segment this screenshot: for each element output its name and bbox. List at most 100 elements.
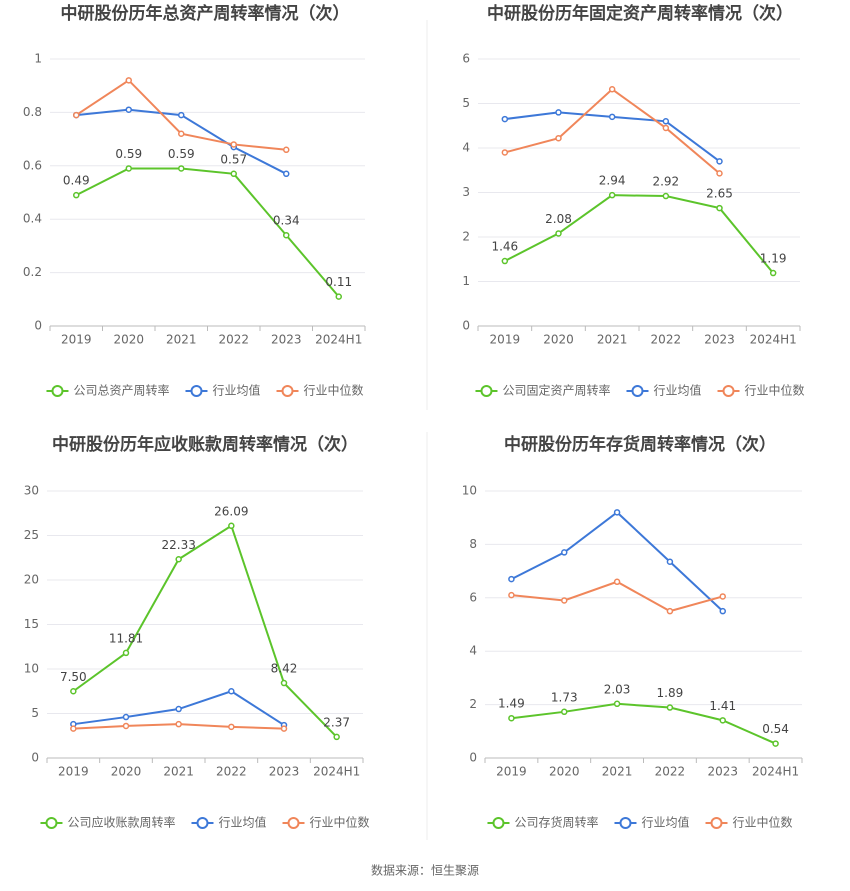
data-point — [613, 578, 621, 586]
chart-title: 中研股份历年存货周转率情况（次） — [504, 434, 776, 455]
data-label: 8.42 — [271, 662, 298, 676]
data-point — [70, 725, 77, 732]
y-tick-label: 0.8 — [23, 105, 42, 119]
y-tick-label: 4 — [469, 644, 477, 658]
x-tick-label: 2019 — [496, 765, 527, 779]
chart-title: 中研股份历年固定资产周转率情况（次） — [487, 3, 793, 24]
data-point — [555, 230, 562, 237]
data-point — [608, 191, 616, 199]
data-point — [178, 111, 185, 119]
data-point — [228, 688, 235, 695]
data-point — [666, 704, 674, 711]
legend-label: 公司总资产周转率 — [73, 383, 169, 398]
data-point — [175, 720, 182, 728]
y-tick-label: 0.6 — [23, 158, 42, 172]
x-tick-label: 2024H1 — [750, 333, 797, 347]
data-point — [335, 293, 342, 300]
x-tick-label: 2022 — [218, 333, 249, 347]
data-point — [508, 714, 515, 722]
data-label: 2.65 — [706, 187, 733, 201]
chart-title: 中研股份历年应收账款周转率情况（次） — [52, 434, 358, 455]
x-tick-label: 2022 — [651, 333, 682, 347]
data-point — [508, 591, 515, 599]
x-tick-label: 2022 — [216, 765, 247, 779]
data-point — [283, 231, 290, 239]
data-label: 0.59 — [168, 147, 195, 161]
data-point — [769, 269, 777, 277]
data-point — [608, 86, 616, 93]
series-line — [72, 524, 338, 738]
data-label: 0.57 — [220, 152, 247, 166]
x-tick-label: 2021 — [166, 333, 197, 347]
y-tick-label: 2 — [469, 697, 477, 711]
data-label: 0.59 — [115, 147, 142, 161]
data-point — [719, 593, 726, 600]
legend-label: 行业中位数 — [733, 815, 793, 830]
data-point — [280, 725, 288, 732]
data-point — [555, 109, 562, 116]
y-tick-label: 0 — [462, 319, 470, 333]
x-tick-label: 2023 — [704, 333, 735, 347]
x-tick-label: 2019 — [490, 333, 521, 347]
data-point — [613, 700, 621, 708]
data-point — [175, 705, 182, 713]
legend: 公司总资产周转率 行业均值 行业中位数 — [46, 383, 364, 398]
data-point — [508, 575, 515, 583]
x-tick-label: 2021 — [602, 765, 633, 779]
legend-icon — [710, 817, 723, 829]
data-point — [73, 111, 80, 119]
legend-icon — [619, 817, 632, 829]
x-tick-label: 2020 — [549, 765, 580, 779]
data-label: 2.08 — [545, 212, 572, 226]
x-tick-label: 2023 — [271, 333, 302, 347]
data-point — [125, 165, 132, 172]
y-tick-label: 30 — [24, 484, 39, 498]
y-tick-label: 15 — [24, 617, 39, 631]
data-point — [716, 170, 723, 177]
data-label: 2.03 — [604, 682, 631, 696]
data-point — [561, 708, 568, 716]
data-point — [122, 713, 130, 721]
data-point — [230, 170, 237, 178]
data-point — [122, 722, 130, 730]
y-tick-label: 10 — [462, 484, 477, 498]
y-tick-label: 6 — [469, 590, 477, 604]
data-point — [122, 649, 130, 657]
legend-icon — [196, 817, 209, 829]
legend: 公司固定资产周转率 行业均值 行业中位数 — [475, 383, 805, 398]
data-label: 0.11 — [325, 275, 352, 289]
legend: 公司存货周转率 行业均值 行业中位数 — [487, 815, 793, 830]
legend-label: 公司固定资产周转率 — [502, 383, 610, 398]
legend-icon — [45, 817, 58, 829]
legend-label: 公司应收账款周转率 — [67, 815, 175, 830]
legend-label: 行业均值 — [653, 383, 701, 398]
data-point — [280, 679, 288, 687]
data-label: 1.19 — [760, 252, 787, 266]
y-tick-label: 1 — [34, 52, 42, 66]
y-tick-label: 0 — [31, 751, 39, 765]
legend-icon — [480, 385, 493, 397]
y-tick-label: 0.2 — [23, 265, 42, 279]
data-point — [228, 522, 235, 530]
data-point — [719, 607, 726, 615]
x-tick-label: 2021 — [163, 765, 194, 779]
data-point — [716, 158, 723, 165]
data-label: 7.50 — [60, 670, 87, 684]
y-tick-label: 4 — [462, 141, 470, 155]
data-label: 0.34 — [273, 214, 300, 228]
x-tick-label: 2019 — [61, 333, 92, 347]
series-line — [504, 194, 774, 274]
data-point — [175, 556, 182, 563]
data-point — [662, 192, 670, 200]
series-line — [511, 580, 724, 613]
data-label: 1.49 — [498, 697, 525, 711]
x-tick-label: 2020 — [111, 765, 142, 779]
x-tick-label: 2024H1 — [315, 333, 362, 347]
legend-label: 公司存货周转率 — [514, 815, 598, 830]
y-tick-label: 5 — [462, 96, 470, 110]
data-point — [666, 558, 674, 566]
x-tick-label: 2020 — [113, 333, 144, 347]
x-tick-label: 2024H1 — [313, 765, 360, 779]
data-label: 1.46 — [491, 240, 518, 254]
y-tick-label: 2 — [462, 230, 470, 244]
